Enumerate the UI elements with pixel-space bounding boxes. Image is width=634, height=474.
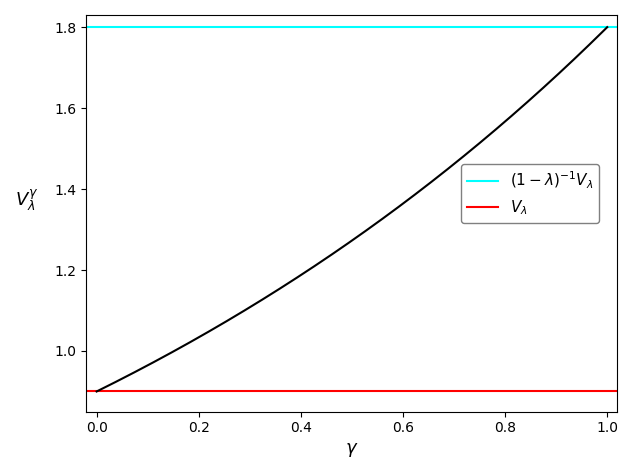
Legend: $(1-\lambda)^{-1}V_\lambda$, $V_\lambda$: $(1-\lambda)^{-1}V_\lambda$, $V_\lambda$ <box>461 164 599 223</box>
X-axis label: $\gamma$: $\gamma$ <box>345 441 359 459</box>
Y-axis label: $V_\lambda^\gamma$: $V_\lambda^\gamma$ <box>15 188 39 213</box>
